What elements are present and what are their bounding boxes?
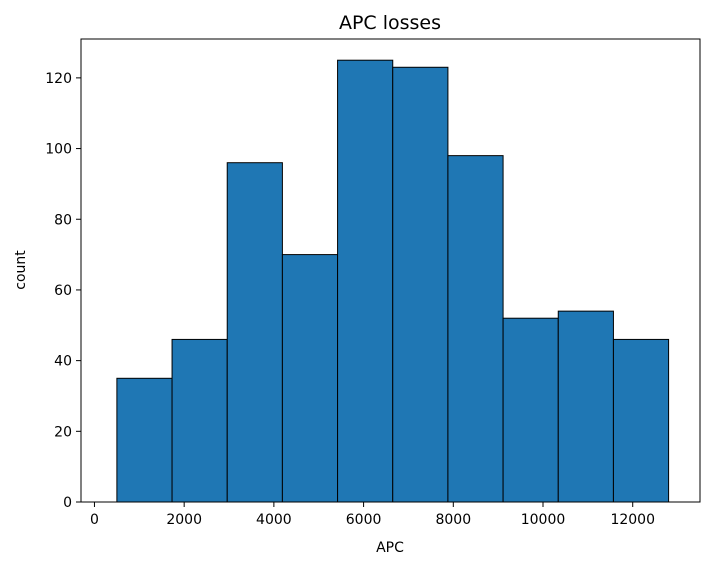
y-tick-label: 40 <box>54 354 72 370</box>
histogram-bar-5 <box>337 59 394 503</box>
histogram-bar-7 <box>447 155 504 503</box>
histogram-bar-2 <box>171 338 228 503</box>
x-tick-label: 2000 <box>166 512 202 528</box>
y-tick-label: 80 <box>54 212 72 228</box>
y-tick-label: 120 <box>45 71 72 87</box>
x-tick-label: 0 <box>90 512 99 528</box>
y-tick-label: 0 <box>63 495 72 511</box>
histogram-bar-10 <box>612 338 670 503</box>
histogram-bar-4 <box>281 254 339 503</box>
histogram-bar-3 <box>226 162 283 503</box>
histogram-bar-6 <box>392 66 449 503</box>
x-axis-label: APC <box>376 540 404 556</box>
y-tick-label: 100 <box>45 142 72 158</box>
plot-frame <box>80 38 701 503</box>
y-tick-label: 20 <box>54 424 72 440</box>
histogram-bar-9 <box>557 310 614 503</box>
x-tick-label: 12000 <box>610 512 655 528</box>
x-tick-label: 6000 <box>346 512 382 528</box>
y-tick-label: 60 <box>54 283 72 299</box>
x-tick-label: 10000 <box>521 512 566 528</box>
chart-title: APC losses <box>339 12 441 34</box>
y-axis-ticks: 0 20 40 60 80 100 120 <box>45 71 81 511</box>
x-axis-ticks: 0 2000 4000 6000 8000 10000 12000 <box>90 502 655 528</box>
x-tick-label: 4000 <box>256 512 292 528</box>
x-tick-label: 8000 <box>435 512 471 528</box>
histogram-bar-1 <box>116 377 173 503</box>
bars-group <box>116 59 670 503</box>
y-axis-label: count <box>13 250 29 290</box>
histogram-bar-8 <box>502 317 559 503</box>
